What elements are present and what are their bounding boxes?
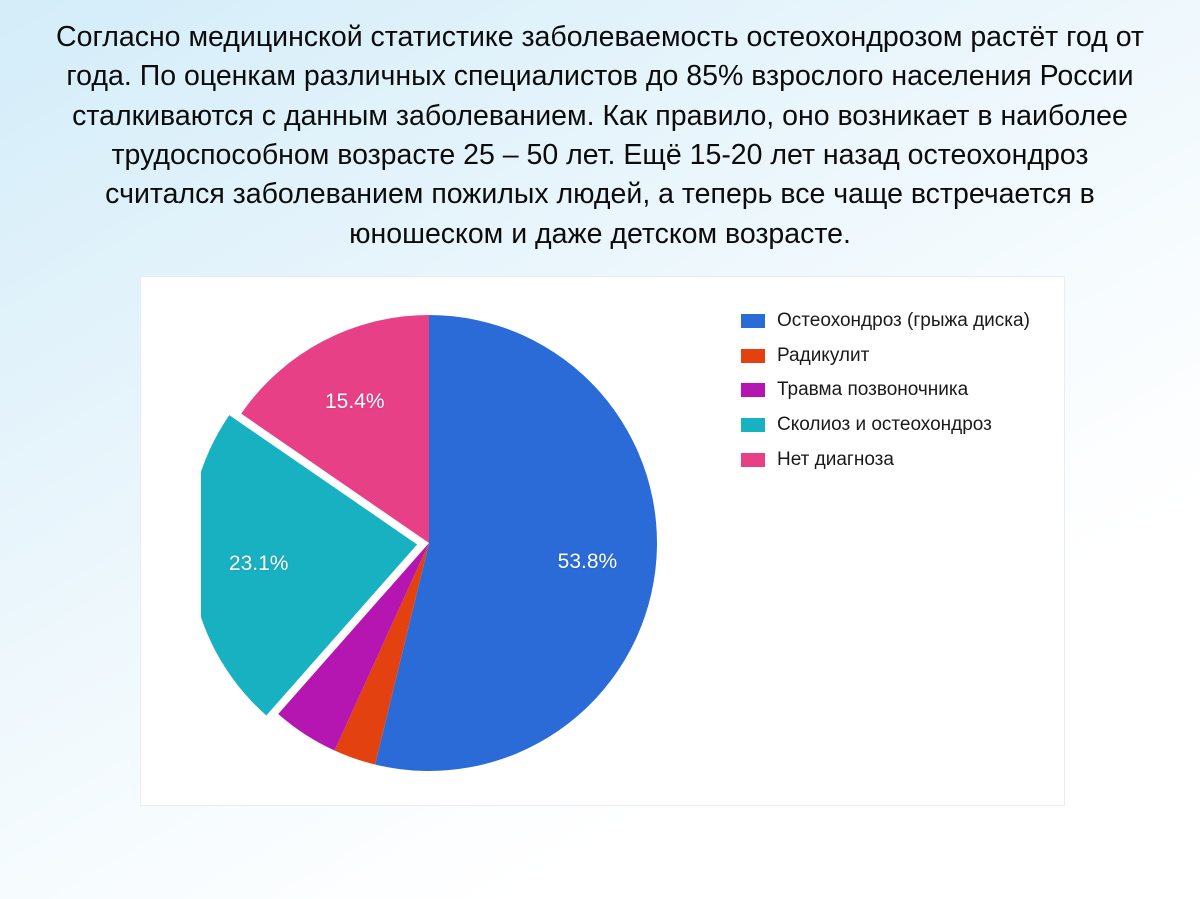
legend-swatch xyxy=(741,453,765,467)
legend-label: Травма позвоночника xyxy=(777,378,968,403)
slice-label: 15.4% xyxy=(325,390,385,414)
legend-label: Нет диагноза xyxy=(777,448,894,473)
legend-label: Остеохондроз (грыжа диска) xyxy=(777,309,1030,334)
legend: Остеохондроз (грыжа диска) Радикулит Травм… xyxy=(741,309,1111,482)
legend-item: Сколиоз и остеохондроз xyxy=(741,413,1111,438)
heading-text: Согласно медицинской статистике заболева… xyxy=(50,18,1150,254)
legend-label: Сколиоз и остеохондроз xyxy=(777,413,992,438)
legend-swatch xyxy=(741,383,765,397)
slide: Согласно медицинской статистике заболева… xyxy=(0,0,1200,899)
legend-label: Радикулит xyxy=(777,344,869,369)
legend-item: Нет диагноза xyxy=(741,448,1111,473)
legend-item: Травма позвоночника xyxy=(741,378,1111,403)
legend-item: Остеохондроз (грыжа диска) xyxy=(741,309,1111,334)
legend-swatch xyxy=(741,349,765,363)
legend-item: Радикулит xyxy=(741,344,1111,369)
pie-wrap: 53.8% 23.1% 15.4% xyxy=(201,315,657,771)
slice-label: 23.1% xyxy=(229,552,289,576)
pie-chart xyxy=(201,315,657,771)
legend-swatch xyxy=(741,314,765,328)
chart-panel: 53.8% 23.1% 15.4% Остеохондроз (грыжа диск… xyxy=(140,276,1065,806)
legend-swatch xyxy=(741,418,765,432)
slice-label: 53.8% xyxy=(558,550,618,574)
